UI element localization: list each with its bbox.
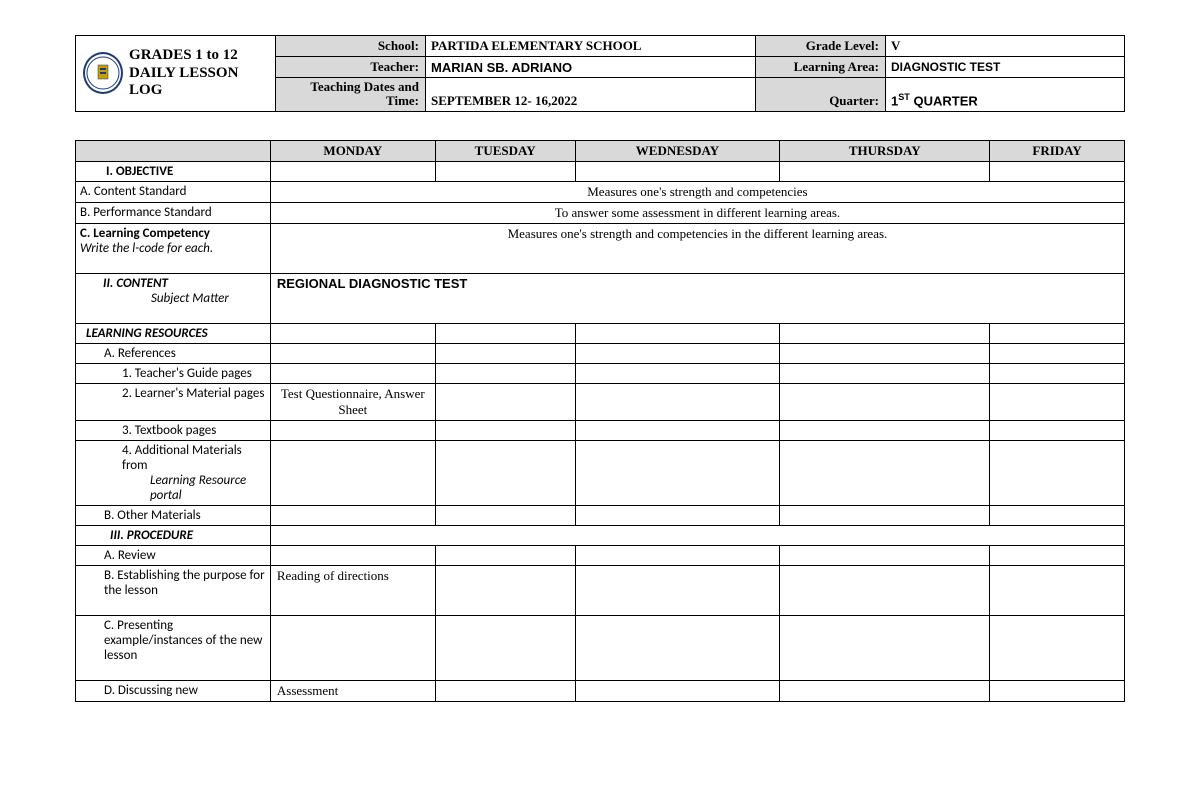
row-tb: 3. Textbook pages xyxy=(76,420,1125,440)
lbl-tg: 1. Teacher's Guide pages xyxy=(76,363,271,383)
row-procedure: III. PROCEDURE xyxy=(76,525,1125,545)
header-table: GRADES 1 to 12 DAILY LESSON LOG School: … xyxy=(75,35,1125,112)
lbl-objective: I. OBJECTIVE xyxy=(76,161,271,181)
row-content: II. CONTENT Subject Matter REGIONAL DIAG… xyxy=(76,273,1125,323)
lbl-perf-std: B. Performance Standard xyxy=(76,202,271,223)
lbl-add: 4. Additional Materials from Learning Re… xyxy=(76,440,271,505)
row-lm: 2. Learner's Material pages Test Questio… xyxy=(76,383,1125,420)
lbl-references: A. References xyxy=(76,343,271,363)
log-title: GRADES 1 to 12 DAILY LESSON LOG xyxy=(129,47,268,99)
row-establish: B. Establishing the purpose for the less… xyxy=(76,565,1125,615)
val-grade: V xyxy=(886,36,1125,57)
lbl-grade: Grade Level: xyxy=(756,36,886,57)
row-content-std: A. Content Standard Measures one's stren… xyxy=(76,181,1125,202)
lbl-teacher: Teacher: xyxy=(276,57,426,78)
val-learn-comp: Measures one's strength and competencies… xyxy=(270,223,1124,273)
val-dates: SEPTEMBER 12- 16,2022 xyxy=(426,78,756,112)
val-perf-std: To answer some assessment in different l… xyxy=(270,202,1124,223)
lbl-dates: Teaching Dates and Time: xyxy=(276,78,426,112)
val-quarter: 1ST QUARTER xyxy=(886,78,1125,112)
row-discuss: D. Discussing new Assessment xyxy=(76,680,1125,701)
lbl-quarter: Quarter: xyxy=(756,78,886,112)
row-objective: I. OBJECTIVE xyxy=(76,161,1125,181)
val-discuss: Assessment xyxy=(270,680,435,701)
hdr-tue: TUESDAY xyxy=(435,140,575,161)
row-other: B. Other Materials xyxy=(76,505,1125,525)
row-tg: 1. Teacher's Guide pages xyxy=(76,363,1125,383)
row-perf-std: B. Performance Standard To answer some a… xyxy=(76,202,1125,223)
hdr-wed: WEDNESDAY xyxy=(575,140,780,161)
row-add: 4. Additional Materials from Learning Re… xyxy=(76,440,1125,505)
hdr-mon: MONDAY xyxy=(270,140,435,161)
deped-logo-icon xyxy=(83,52,123,94)
lbl-area: Learning Area: xyxy=(756,57,886,78)
lbl-school: School: xyxy=(276,36,426,57)
lbl-present: C. Presenting example/instances of the n… xyxy=(76,615,271,680)
row-references: A. References xyxy=(76,343,1125,363)
logo-cell: GRADES 1 to 12 DAILY LESSON LOG xyxy=(76,36,276,112)
val-school: PARTIDA ELEMENTARY SCHOOL xyxy=(426,36,756,57)
lbl-discuss: D. Discussing new xyxy=(76,680,271,701)
val-content-std: Measures one's strength and competencies xyxy=(270,181,1124,202)
val-teacher: MARIAN SB. ADRIANO xyxy=(426,57,756,78)
lbl-procedure: III. PROCEDURE xyxy=(76,525,271,545)
lbl-lm: 2. Learner's Material pages xyxy=(76,383,271,420)
lbl-content-std: A. Content Standard xyxy=(76,181,271,202)
lbl-learn-comp: C. Learning Competency Write the l-code … xyxy=(76,223,271,273)
val-establish: Reading of directions xyxy=(270,565,435,615)
lbl-review: A. Review xyxy=(76,545,271,565)
row-resources: LEARNING RESOURCES xyxy=(76,323,1125,343)
hdr-fri: FRIDAY xyxy=(990,140,1125,161)
val-area: DIAGNOSTIC TEST xyxy=(886,57,1125,78)
lbl-other: B. Other Materials xyxy=(76,505,271,525)
day-header-row: MONDAY TUESDAY WEDNESDAY THURSDAY FRIDAY xyxy=(76,140,1125,161)
row-present: C. Presenting example/instances of the n… xyxy=(76,615,1125,680)
row-learn-comp: C. Learning Competency Write the l-code … xyxy=(76,223,1125,273)
lbl-resources: LEARNING RESOURCES xyxy=(76,323,271,343)
lbl-tb: 3. Textbook pages xyxy=(76,420,271,440)
lbl-content-sec: II. CONTENT Subject Matter xyxy=(76,273,271,323)
val-lm: Test Questionnaire, Answer Sheet xyxy=(270,383,435,420)
row-review: A. Review xyxy=(76,545,1125,565)
val-content: REGIONAL DIAGNOSTIC TEST xyxy=(270,273,1124,323)
lbl-establish: B. Establishing the purpose for the less… xyxy=(76,565,271,615)
lesson-table: MONDAY TUESDAY WEDNESDAY THURSDAY FRIDAY… xyxy=(75,140,1125,702)
hdr-thu: THURSDAY xyxy=(780,140,990,161)
